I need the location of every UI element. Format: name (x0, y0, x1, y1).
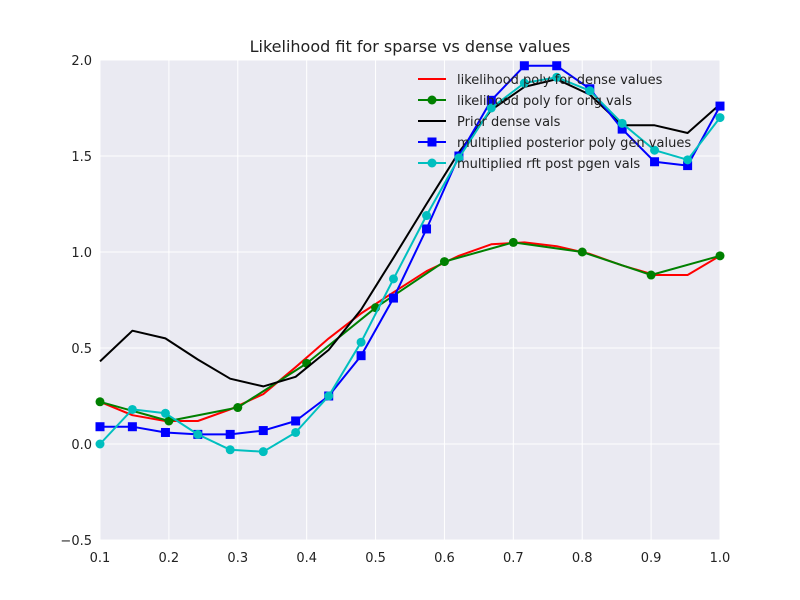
data-point (258, 426, 268, 436)
y-tick-label: 2.0 (71, 54, 92, 69)
data-point (193, 429, 203, 439)
data-point (486, 95, 496, 105)
data-point (683, 155, 693, 165)
x-tick-label: 0.5 (365, 551, 386, 566)
legend-item: likelihood poly for orig vals (418, 94, 632, 109)
data-point (454, 153, 464, 163)
y-tick-label: −0.5 (60, 534, 92, 549)
legend-label: multiplied posterior poly gen values (457, 136, 691, 151)
series-4 (95, 72, 725, 457)
data-point (233, 403, 243, 413)
data-point (160, 427, 170, 437)
data-point (258, 447, 268, 457)
legend-item: multiplied rft post pgen vals (418, 157, 640, 172)
y-tick-label: 1.0 (71, 246, 92, 261)
legend-item: Prior dense vals (418, 115, 561, 130)
x-tick-label: 0.2 (159, 551, 180, 566)
data-point (324, 391, 334, 401)
legend-marker (427, 137, 437, 147)
data-point (519, 78, 529, 88)
series-line (99, 241, 721, 422)
x-axis-tick-labels: 0.1 0.2 0.3 0.4 0.5 0.6 0.7 0.8 0.9 1.0 (90, 551, 731, 566)
data-point (715, 101, 725, 111)
x-tick-label: 0.1 (90, 551, 111, 566)
data-point (127, 422, 137, 432)
data-point (95, 422, 105, 432)
data-point (486, 103, 496, 113)
data-point (95, 397, 105, 407)
data-point (388, 274, 398, 284)
data-point (95, 439, 105, 449)
data-point (439, 257, 449, 267)
data-point (650, 145, 660, 155)
data-point (356, 351, 366, 361)
data-point (715, 251, 725, 261)
data-point (617, 124, 627, 134)
legend-label: likelihood poly for dense values (457, 73, 663, 88)
data-point (422, 211, 432, 221)
x-tick-label: 0.4 (296, 551, 317, 566)
series-2 (99, 78, 721, 388)
y-tick-label: 1.5 (71, 150, 92, 165)
data-point (552, 61, 562, 71)
x-tick-label: 0.8 (572, 551, 593, 566)
data-point (291, 427, 301, 437)
legend-item: likelihood poly for dense values (418, 73, 663, 88)
legend-label: Prior dense vals (457, 115, 561, 130)
data-point (577, 247, 587, 257)
plot-area-background (100, 60, 720, 540)
data-point (650, 157, 660, 167)
data-point (356, 337, 366, 347)
data-point (127, 404, 137, 414)
legend-marker (427, 158, 437, 168)
data-point (422, 224, 432, 234)
data-point (225, 429, 235, 439)
legend-marker (427, 95, 437, 105)
series-line (100, 64, 721, 436)
data-point (715, 113, 725, 123)
data-point (164, 416, 174, 426)
y-tick-label: 0.5 (71, 342, 92, 357)
legend-label: likelihood poly for orig vals (457, 94, 632, 109)
data-point (683, 161, 693, 171)
data-point (617, 118, 627, 128)
x-tick-label: 0.3 (227, 551, 248, 566)
grid-lines (99, 59, 721, 541)
data-point (585, 86, 595, 96)
data-point (160, 408, 170, 418)
x-tick-label: 0.6 (434, 551, 455, 566)
y-tick-label: 0.0 (71, 438, 92, 453)
data-point (225, 445, 235, 455)
x-tick-label: 0.9 (641, 551, 662, 566)
series-line (99, 76, 721, 453)
data-point (291, 416, 301, 426)
data-point (519, 61, 529, 71)
series-layer (95, 61, 725, 457)
chart-title: Likelihood fit for sparse vs dense value… (250, 37, 571, 56)
legend: likelihood poly for dense values likeliho… (418, 73, 691, 172)
legend-item: multiplied posterior poly gen values (418, 136, 691, 151)
data-point (552, 72, 562, 82)
series-line (99, 78, 721, 388)
legend-label: multiplied rft post pgen vals (457, 157, 640, 172)
data-point (388, 293, 398, 303)
data-point (508, 237, 518, 247)
x-tick-label: 1.0 (710, 551, 731, 566)
x-tick-label: 0.7 (503, 551, 524, 566)
y-axis-tick-labels: −0.5 0.0 0.5 1.0 1.5 2.0 (60, 54, 92, 549)
data-point (646, 270, 656, 280)
